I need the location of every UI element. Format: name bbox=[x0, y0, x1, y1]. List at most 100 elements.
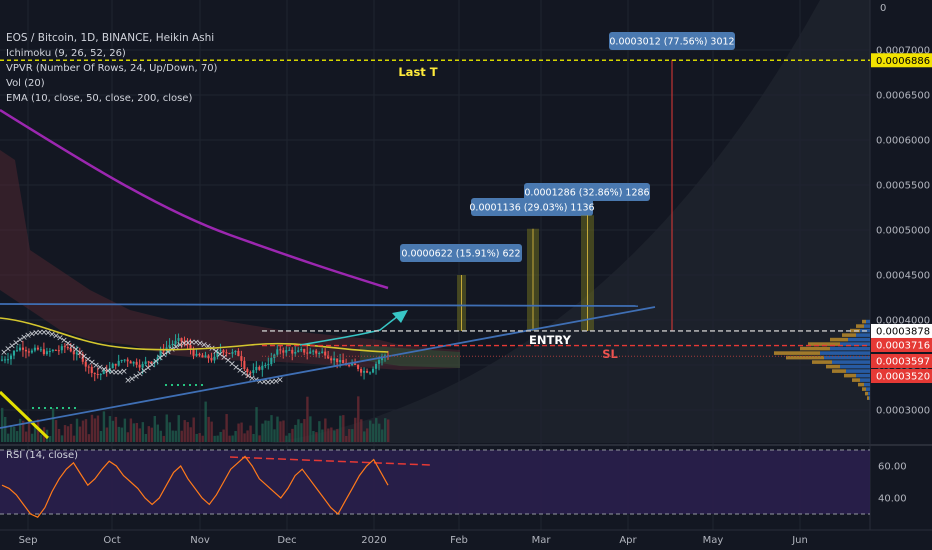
candle-body-104 bbox=[312, 350, 315, 352]
candle-body-52 bbox=[156, 357, 159, 361]
vpvr-up-9 bbox=[812, 360, 832, 364]
candle-body-106 bbox=[318, 352, 321, 354]
candle-body-17 bbox=[51, 349, 54, 351]
candle-body-114 bbox=[342, 360, 345, 364]
candle-body-64 bbox=[192, 349, 195, 356]
legend-vpvr[interactable]: VPVR (Number Of Rows, 24, Up/Down, 70) bbox=[6, 63, 218, 74]
volume-bar-61 bbox=[183, 420, 186, 442]
chikou-mark-36: × bbox=[144, 364, 152, 374]
chikou-mark-69: × bbox=[276, 376, 284, 386]
legend-ema[interactable]: EMA (10, close, 50, close, 200, close) bbox=[6, 93, 193, 104]
time-axis: Sep Oct Nov Dec 2020 Feb Mar Apr May Jun bbox=[19, 535, 808, 546]
chikou-mark-12: × bbox=[48, 330, 56, 340]
legend-volume[interactable]: Vol (20) bbox=[6, 78, 45, 89]
axis-top-label: 0 bbox=[880, 3, 886, 14]
candle-body-34 bbox=[102, 369, 105, 375]
entry-level-label: ENTRY bbox=[529, 333, 572, 347]
chikou-mark-15: × bbox=[60, 336, 68, 346]
volume-bar-86 bbox=[258, 435, 261, 442]
vpvr-up-12 bbox=[844, 373, 856, 378]
trend-lines bbox=[0, 303, 656, 429]
rsi-tick-1: 40.00 bbox=[878, 494, 907, 505]
candle-body-95 bbox=[285, 350, 288, 353]
vpvr-down-10 bbox=[840, 364, 870, 369]
ema-lines bbox=[0, 108, 389, 440]
candle-body-87 bbox=[261, 365, 264, 370]
volume-bar-72 bbox=[216, 435, 219, 442]
candle-body-16 bbox=[48, 350, 51, 352]
chikou-mark-16: × bbox=[64, 339, 72, 349]
volume-bar-117 bbox=[351, 429, 354, 442]
candle-body-13 bbox=[39, 349, 42, 351]
volume-bar-100 bbox=[300, 423, 303, 442]
candle-body-36 bbox=[108, 368, 111, 372]
volume-bar-80 bbox=[240, 422, 243, 442]
candle-body-66 bbox=[198, 353, 201, 356]
price-tick-5: 0.0005500 bbox=[876, 181, 930, 192]
candle-body-63 bbox=[189, 345, 192, 350]
vpvr-down-6 bbox=[830, 346, 870, 351]
volume-bar-2 bbox=[6, 433, 10, 442]
volume-bar-64 bbox=[192, 417, 195, 442]
candle-body-5 bbox=[15, 350, 19, 352]
projection-arrowhead bbox=[392, 310, 408, 323]
candle-body-71 bbox=[213, 356, 216, 361]
candle-body-6 bbox=[18, 347, 22, 351]
candle-body-42 bbox=[126, 359, 129, 362]
rsi-line bbox=[1, 455, 389, 518]
candle-body-92 bbox=[276, 349, 279, 355]
volume-bar-84 bbox=[252, 433, 255, 442]
candle-body-93 bbox=[279, 349, 282, 351]
volume-bar-93 bbox=[279, 421, 282, 442]
candle-body-68 bbox=[204, 355, 207, 358]
candle-body-82 bbox=[246, 369, 249, 373]
volume-bar-112 bbox=[336, 429, 339, 442]
time-tick-9: Jun bbox=[791, 535, 808, 546]
volume-bar-56 bbox=[168, 422, 171, 442]
candle-body-33 bbox=[99, 374, 102, 376]
volume-bar-44 bbox=[132, 423, 136, 442]
chikou-mark-41: × bbox=[164, 348, 172, 358]
candle-body-73 bbox=[219, 350, 222, 352]
candle-body-60 bbox=[180, 338, 183, 342]
candle-body-3 bbox=[9, 355, 13, 360]
chikou-mark-0: × bbox=[0, 348, 8, 358]
volume-bar-116 bbox=[348, 429, 351, 442]
legend-rsi[interactable]: RSI (14, close) bbox=[6, 450, 79, 461]
candle-body-8 bbox=[24, 349, 27, 352]
candle-body-112 bbox=[336, 358, 339, 363]
vpvr-down-3 bbox=[856, 333, 870, 337]
chikou-mark-55: × bbox=[220, 353, 228, 363]
volume-bar-25 bbox=[75, 418, 79, 442]
candle-body-49 bbox=[147, 361, 150, 363]
candle-body-74 bbox=[222, 350, 225, 353]
volume-bar-70 bbox=[210, 421, 213, 442]
volume-bar-29 bbox=[87, 434, 91, 442]
chikou-mark-45: × bbox=[180, 339, 188, 349]
chikou-mark-21: × bbox=[84, 355, 92, 365]
chikou-mark-40: × bbox=[160, 351, 168, 361]
chikou-mark-68: × bbox=[272, 377, 280, 387]
vpvr-down-1 bbox=[864, 324, 870, 328]
resistance-line bbox=[0, 303, 639, 307]
vpvr-up-8 bbox=[786, 355, 824, 360]
volume-bar-50 bbox=[150, 427, 154, 442]
chikou-mark-49: × bbox=[196, 339, 204, 349]
candle-body-26 bbox=[78, 352, 81, 355]
candle-body-46 bbox=[138, 364, 141, 368]
candle-body-18 bbox=[54, 349, 57, 351]
volume-bar-28 bbox=[84, 419, 88, 442]
vpvr-profile bbox=[774, 319, 870, 400]
volume-bar-71 bbox=[213, 435, 216, 442]
volume-bar-16 bbox=[48, 435, 52, 442]
chikou-mark-30: × bbox=[120, 367, 128, 377]
time-tick-2: Nov bbox=[190, 535, 210, 546]
volume-bar-91 bbox=[273, 429, 276, 442]
vpvr-up-3 bbox=[842, 333, 856, 337]
volume-bar-108 bbox=[324, 418, 327, 442]
candle-body-22 bbox=[66, 346, 69, 349]
vpvr-down-11 bbox=[846, 369, 870, 373]
symbol-title[interactable]: EOS / Bitcoin, 1D, BINANCE, Heikin Ashi bbox=[6, 32, 215, 44]
legend-ichimoku[interactable]: Ichimoku (9, 26, 52, 26) bbox=[6, 48, 126, 59]
